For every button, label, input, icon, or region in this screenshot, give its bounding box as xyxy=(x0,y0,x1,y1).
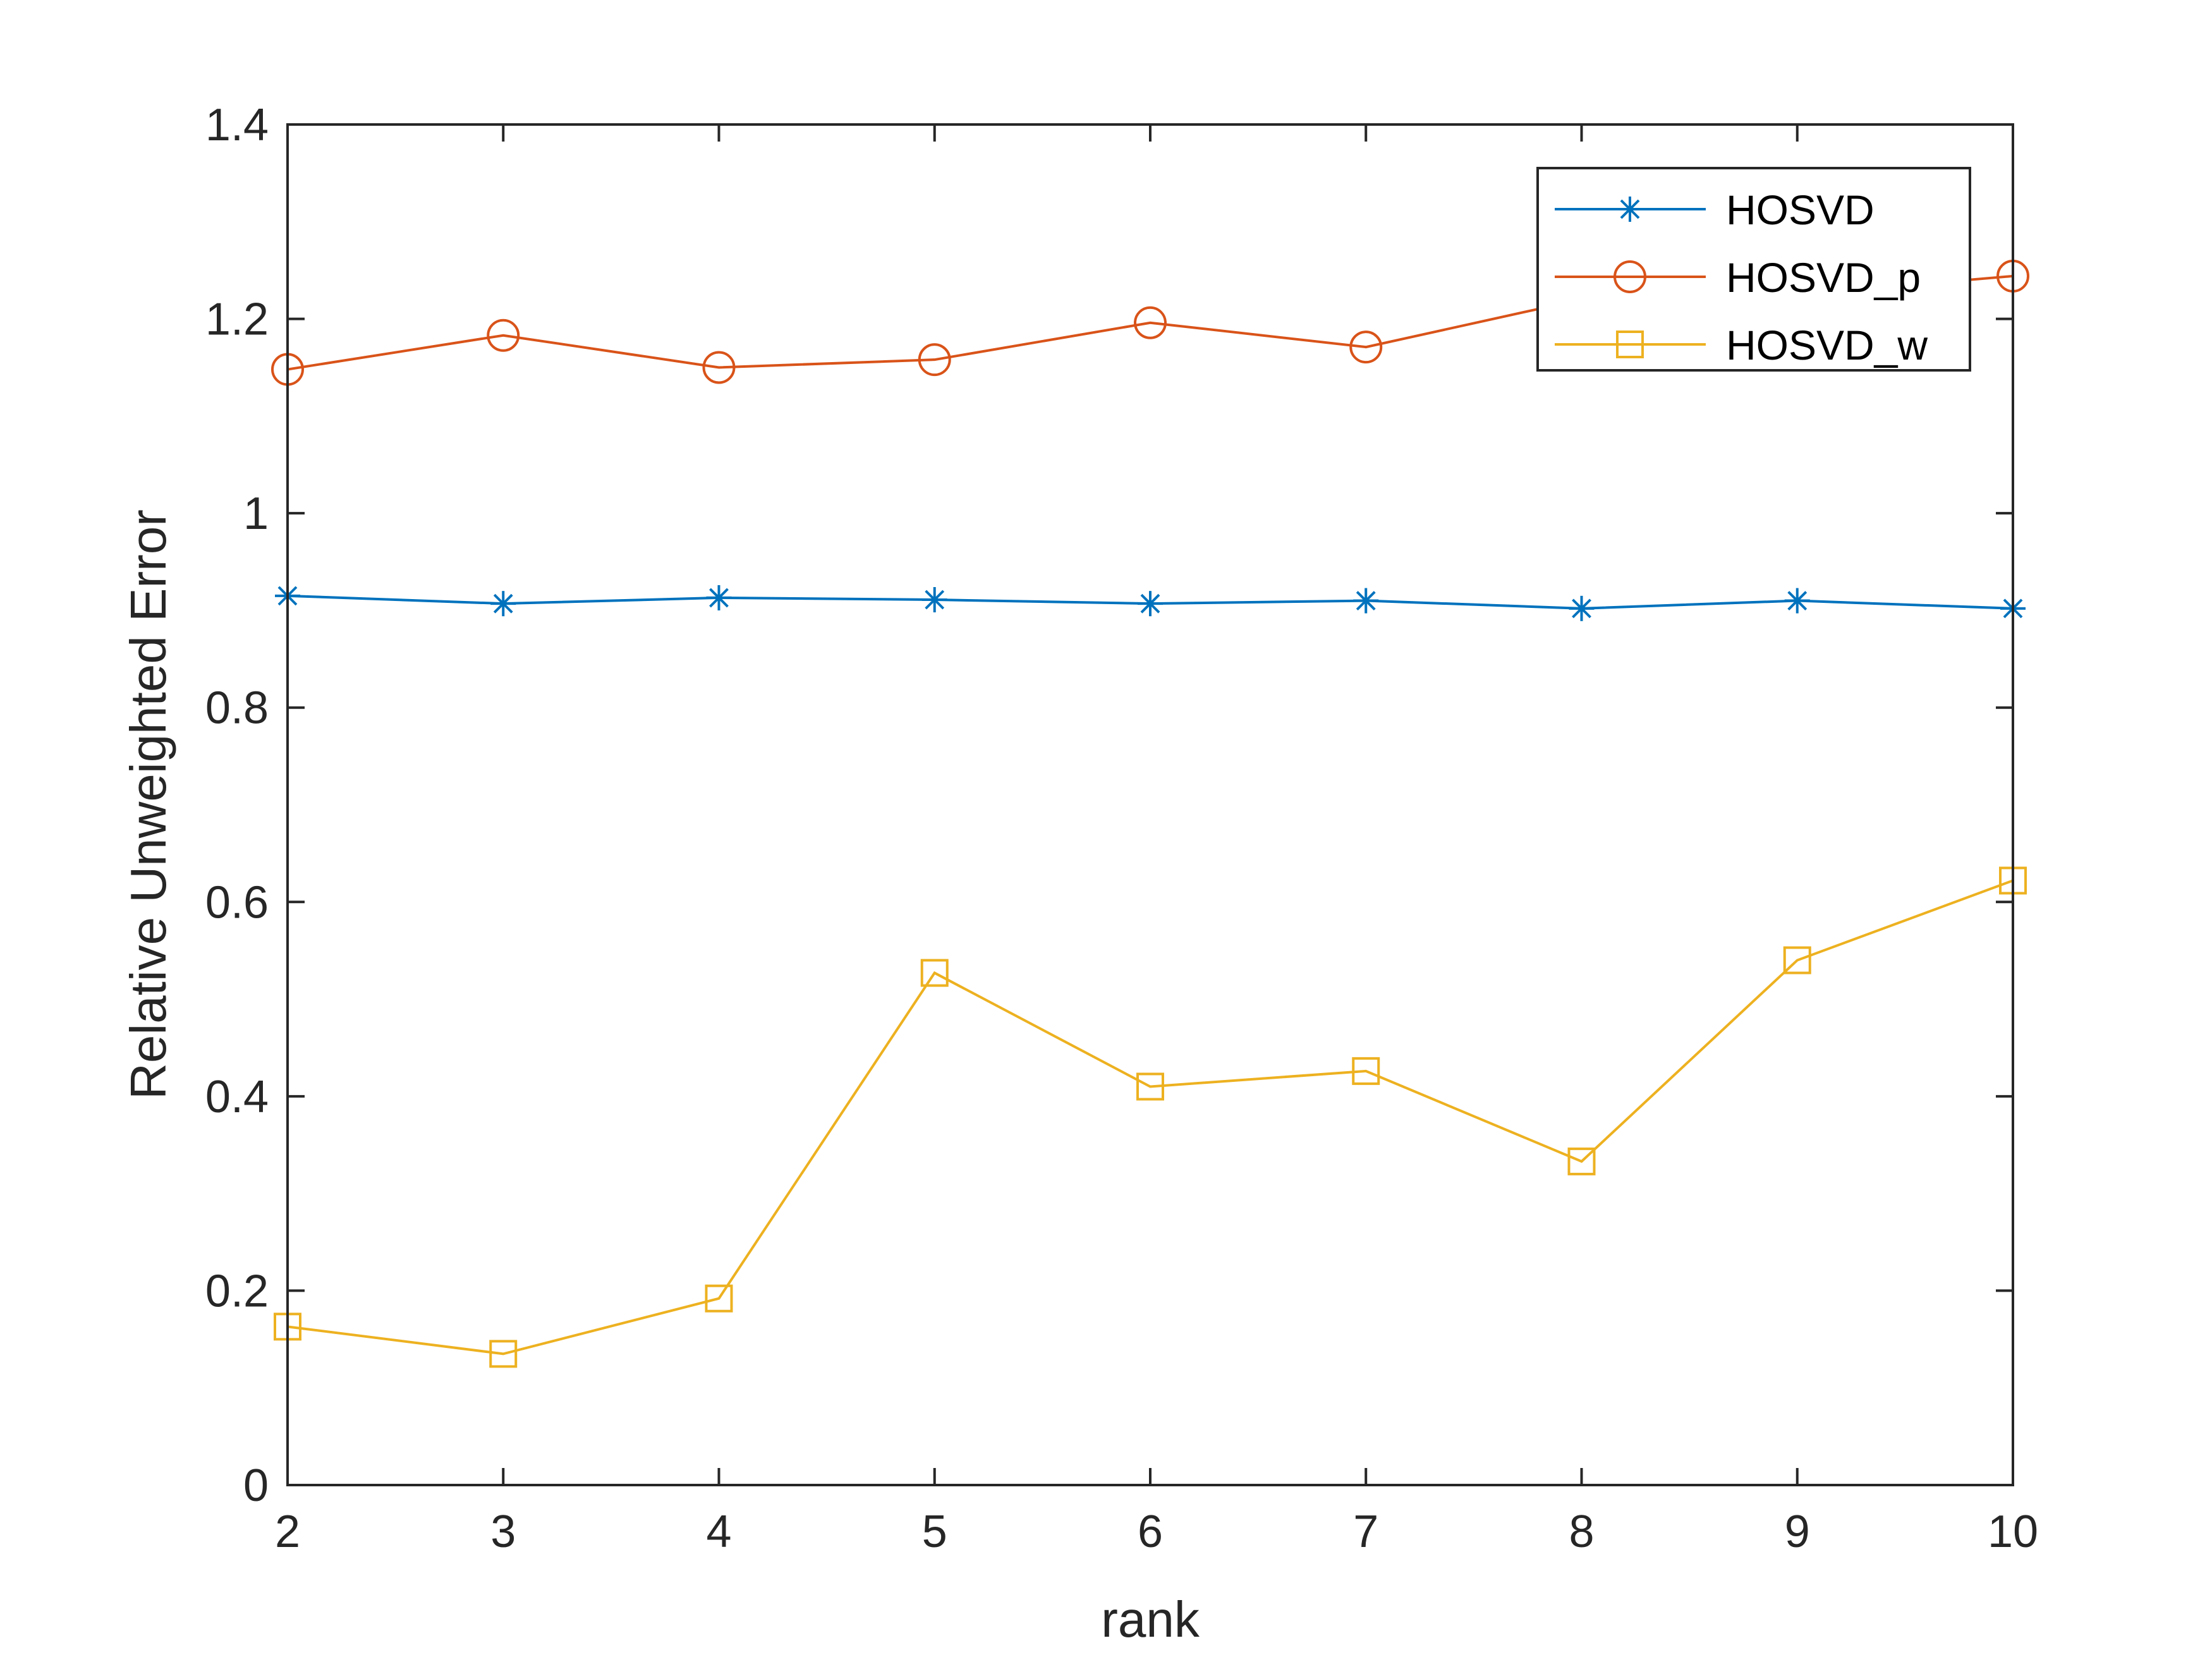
series-hosvd-w xyxy=(274,866,2027,1368)
x-tick-label: 9 xyxy=(1785,1507,1810,1557)
data-point xyxy=(490,591,516,617)
legend-label: HOSVD_p xyxy=(1726,254,1921,301)
legend-label: HOSVD xyxy=(1726,186,1875,233)
y-tick-label: 1 xyxy=(243,488,269,539)
legend-entry: HOSVD_p xyxy=(1555,254,1921,301)
x-tick-label: 6 xyxy=(1138,1507,1163,1557)
y-tick-label: 1.2 xyxy=(205,294,269,345)
y-tick-label: 0.2 xyxy=(205,1266,269,1316)
y-tick-label: 0 xyxy=(243,1460,269,1511)
x-tick-label: 2 xyxy=(275,1507,300,1557)
data-point xyxy=(1138,591,1163,617)
y-tick-label: 1.4 xyxy=(205,100,269,150)
x-tick-label: 8 xyxy=(1569,1507,1594,1557)
data-point xyxy=(1783,946,1811,974)
data-point xyxy=(489,1340,518,1368)
legend-marker xyxy=(1616,331,1644,358)
y-tick-label: 0.4 xyxy=(205,1072,269,1122)
data-point xyxy=(1136,1072,1164,1101)
legend: HOSVD HOSVD_p HOSVD_w xyxy=(1536,167,1971,372)
legend-label: HOSVD_w xyxy=(1726,322,1928,368)
x-tick-label: 7 xyxy=(1353,1507,1378,1557)
x-tick-label: 5 xyxy=(922,1507,947,1557)
data-point xyxy=(1569,595,1595,621)
data-point xyxy=(1784,588,1810,614)
data-point xyxy=(706,585,732,610)
legend-entry: HOSVD xyxy=(1555,186,1875,233)
legend-marker xyxy=(1617,197,1643,222)
y-axis-label: Relative Unweighted Error xyxy=(120,509,176,1100)
x-tick-label: 10 xyxy=(1988,1507,2038,1557)
data-point xyxy=(920,959,949,987)
series-line xyxy=(287,879,2014,1356)
legend-marker xyxy=(1613,260,1646,293)
legend-box xyxy=(1536,167,1971,372)
data-point xyxy=(1352,1057,1380,1085)
y-tick-label: 0.6 xyxy=(205,877,269,928)
axes-layer: 2 3 4 5 6 7 8 9 10 0 0.2 0.4 0.6 0.8 1 1.2 1.4 xyxy=(205,100,2038,1557)
data-point xyxy=(921,587,947,613)
x-axis-label: rank xyxy=(1101,1591,1200,1647)
x-tick-label: 3 xyxy=(490,1507,516,1557)
y-tick-label: 0.8 xyxy=(205,683,269,734)
data-point xyxy=(1134,306,1167,339)
data-point xyxy=(487,318,520,352)
data-point xyxy=(1567,1147,1596,1175)
data-point xyxy=(918,343,951,377)
data-point xyxy=(1349,331,1383,364)
data-point xyxy=(1353,588,1379,614)
x-tick-label: 4 xyxy=(706,1507,731,1557)
data-point xyxy=(705,1284,733,1313)
legend-entry: HOSVD_w xyxy=(1555,322,1928,368)
data-point xyxy=(702,351,736,384)
